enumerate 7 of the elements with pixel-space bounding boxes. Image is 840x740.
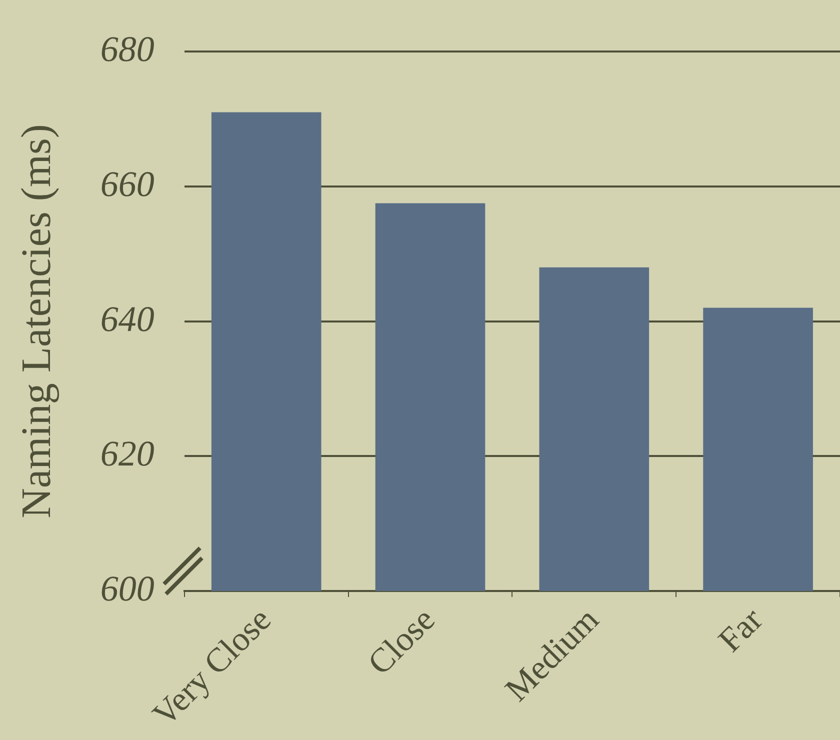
- y-tick-label: 640: [100, 298, 154, 339]
- y-tick-label: 600: [100, 568, 154, 608]
- y-tick-label: 660: [100, 164, 154, 204]
- x-tick-label: Far: [712, 600, 770, 660]
- y-tick-label: 620: [100, 434, 154, 474]
- y-tick-label: 680: [100, 29, 154, 70]
- y-axis-title: Naming Latencies (ms): [14, 124, 60, 518]
